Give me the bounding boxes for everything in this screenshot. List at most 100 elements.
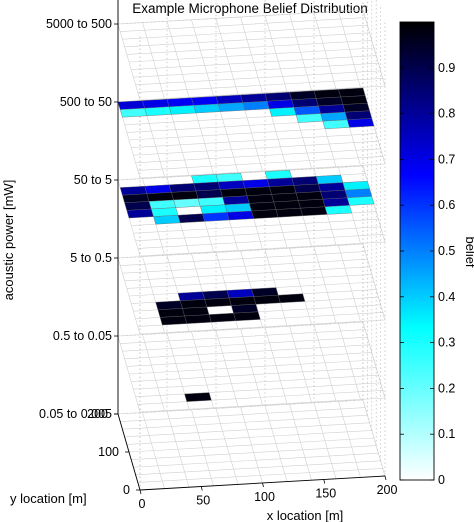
belief-cell (347, 196, 375, 206)
belief-cell (195, 189, 223, 199)
layer-grid-line (122, 414, 368, 430)
y-axis-label: y location [m] (10, 491, 87, 506)
belief-cell (119, 108, 148, 118)
belief-cell (277, 293, 306, 303)
belief-cell (184, 392, 212, 402)
belief-cell (226, 210, 254, 221)
belief-cell (124, 201, 152, 211)
layer-grid-line (124, 32, 370, 48)
layer-grid-line (126, 430, 372, 445)
power-level-label: 50 to 5 (74, 173, 112, 187)
x-tick-label: 50 (196, 494, 210, 508)
belief-cell (233, 311, 261, 321)
colorbar: 0 0.1 0.2 0.3 0.4 0.5 0.6 0.7 0.8 0.9 (399, 21, 455, 487)
layer-grid-line (338, 323, 361, 400)
belief-cell (242, 179, 270, 189)
layer-grid-line (362, 9, 386, 87)
belief-cell (191, 174, 219, 184)
belief-cell (242, 101, 270, 111)
x-tick-label: 150 (315, 487, 336, 501)
belief-cell (119, 186, 148, 196)
power-level-label: 500 to 50 (60, 95, 112, 109)
chart-title: Example Microphone Belief Distribution (132, 1, 368, 16)
belief-cell (222, 195, 250, 205)
belief-cell (313, 89, 341, 99)
layer-grid-line (128, 359, 375, 375)
belief-cell (184, 314, 212, 324)
layer-grid-line (264, 15, 288, 92)
belief-cell (340, 95, 368, 105)
layer-grid-line (313, 12, 337, 89)
belief-cell (320, 112, 348, 122)
belief-cell (200, 204, 228, 214)
belief-cell (338, 87, 366, 98)
belief-cell (151, 207, 179, 217)
colorbar-tick-label: 0.7 (438, 152, 455, 166)
belief-cell (220, 188, 248, 198)
layer-grid-line (338, 245, 361, 322)
belief-cell (231, 304, 259, 314)
colorbar-tick-label: 0.9 (438, 61, 455, 75)
belief-cell (122, 193, 150, 203)
belief-cell (182, 306, 210, 317)
belief-cell (204, 297, 232, 308)
layer-grid-line (124, 422, 370, 438)
colorbar-tick-label: 0.3 (438, 336, 455, 350)
layer-grid-line (126, 40, 372, 55)
colorbar-tick-label: 0.5 (438, 244, 455, 258)
belief-cell (146, 192, 174, 202)
belief-cell (166, 97, 194, 107)
power-layer (117, 165, 386, 257)
colorbar-tick-label: 0 (438, 473, 445, 487)
belief-cell (344, 110, 373, 120)
belief-cell (264, 92, 292, 102)
belief-cell (171, 190, 199, 201)
belief-cell (264, 170, 292, 180)
belief-cell (315, 96, 344, 107)
layer-grid-line (120, 329, 366, 344)
belief-cell (193, 181, 221, 192)
layer-grid-line (338, 401, 361, 478)
layer-grid-line (122, 336, 368, 352)
belief-cell (342, 103, 370, 113)
belief-cell (318, 104, 346, 114)
belief-cell (206, 305, 234, 315)
colorbar-label: belief (463, 236, 474, 267)
belief-cell (202, 212, 230, 222)
belief-cell (155, 300, 183, 310)
belief-cell (244, 186, 272, 196)
layer-grid-line (289, 248, 312, 325)
power-layer (117, 9, 386, 101)
belief-cell (208, 313, 237, 323)
belief-cell (271, 192, 299, 203)
floor-axes: 0 50 100 150 200 200 100 0 (87, 407, 397, 511)
belief-cell (293, 105, 321, 116)
belief-cell (144, 184, 172, 194)
layer-grid-line (120, 407, 366, 422)
belief-cell (266, 177, 295, 187)
layer-grid-line (362, 399, 386, 477)
y-tick-label: 200 (87, 407, 108, 421)
layer-grid-line (264, 327, 288, 404)
power-layer (117, 87, 386, 179)
x-tick-label: 200 (377, 483, 398, 497)
layer-grid-line (120, 17, 366, 32)
layer-grid-line (117, 399, 364, 415)
power-layer (117, 243, 386, 335)
belief-cell (117, 100, 145, 110)
colorbar-tick-label: 0.1 (438, 427, 455, 441)
power-level-label: 0.5 to 0.05 (53, 329, 112, 343)
power-level-label: 5000 to 500 (46, 17, 112, 31)
belief-cell (289, 90, 317, 100)
layer-grid-line (128, 47, 375, 63)
x-tick-mark (384, 475, 387, 481)
belief-cell (159, 315, 188, 326)
belief-cell (177, 291, 205, 301)
belief-cell (269, 185, 297, 195)
belief-cell (168, 105, 197, 115)
belief-cell (217, 102, 246, 112)
layer-grid-line (117, 243, 364, 259)
belief-cell (142, 99, 170, 109)
belief-cell (193, 103, 221, 114)
layer-grid-line (117, 9, 364, 25)
